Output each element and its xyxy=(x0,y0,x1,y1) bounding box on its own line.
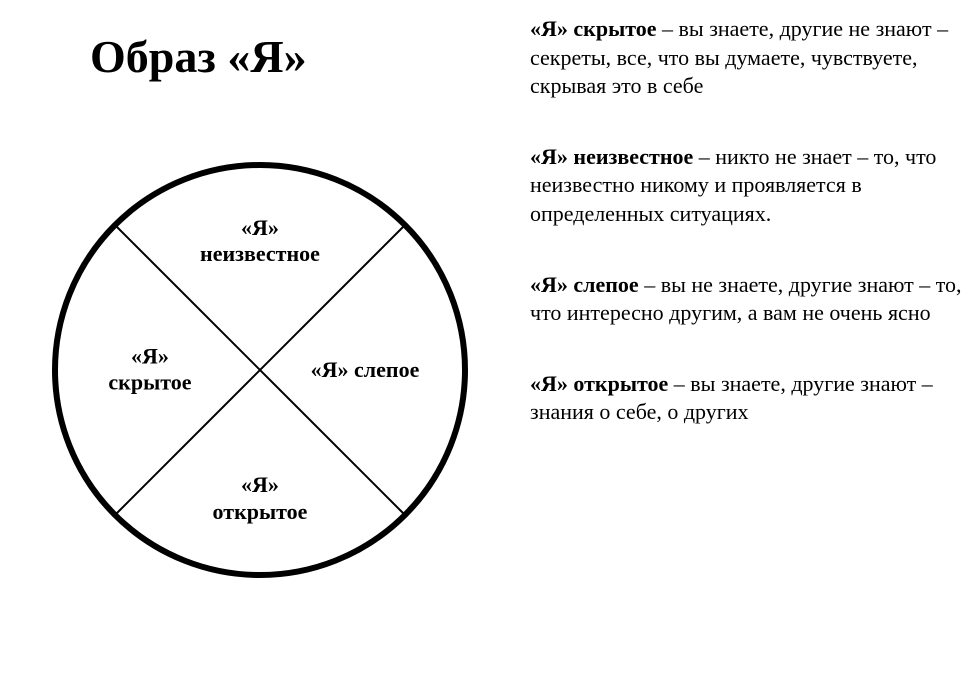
page-title: Образ «Я» xyxy=(90,30,307,83)
segment-top-line1: «Я» xyxy=(241,215,279,240)
segment-right: «Я» слепое xyxy=(285,357,445,383)
description-bold: «Я» неизвестное xyxy=(530,144,693,169)
description-item: «Я» скрытое – вы знаете, другие не знают… xyxy=(530,15,970,101)
segment-top: «Я» неизвестное xyxy=(170,215,350,268)
description-item: «Я» открытое – вы знаете, другие знают –… xyxy=(530,370,970,427)
description-item: «Я» неизвестное – никто не знает – то, ч… xyxy=(530,143,970,229)
segment-bottom-line2: открытое xyxy=(213,499,308,524)
description-bold: «Я» слепое xyxy=(530,272,639,297)
segment-bottom: «Я» открытое xyxy=(180,472,340,525)
circle-diagram: «Я» неизвестное «Я» скрытое «Я» слепое «… xyxy=(50,160,470,580)
description-bold: «Я» скрытое xyxy=(530,16,657,41)
descriptions-panel: «Я» скрытое – вы знаете, другие не знают… xyxy=(530,15,970,469)
segment-top-line2: неизвестное xyxy=(200,241,320,266)
segment-left: «Я» скрытое xyxy=(90,344,210,397)
description-bold: «Я» открытое xyxy=(530,371,668,396)
segment-right-line1: «Я» слепое xyxy=(311,357,420,382)
segment-bottom-line1: «Я» xyxy=(241,472,279,497)
description-item: «Я» слепое – вы не знаете, другие знают … xyxy=(530,271,970,328)
segment-left-line2: скрытое xyxy=(108,370,191,395)
segment-left-line1: «Я» xyxy=(131,344,169,369)
